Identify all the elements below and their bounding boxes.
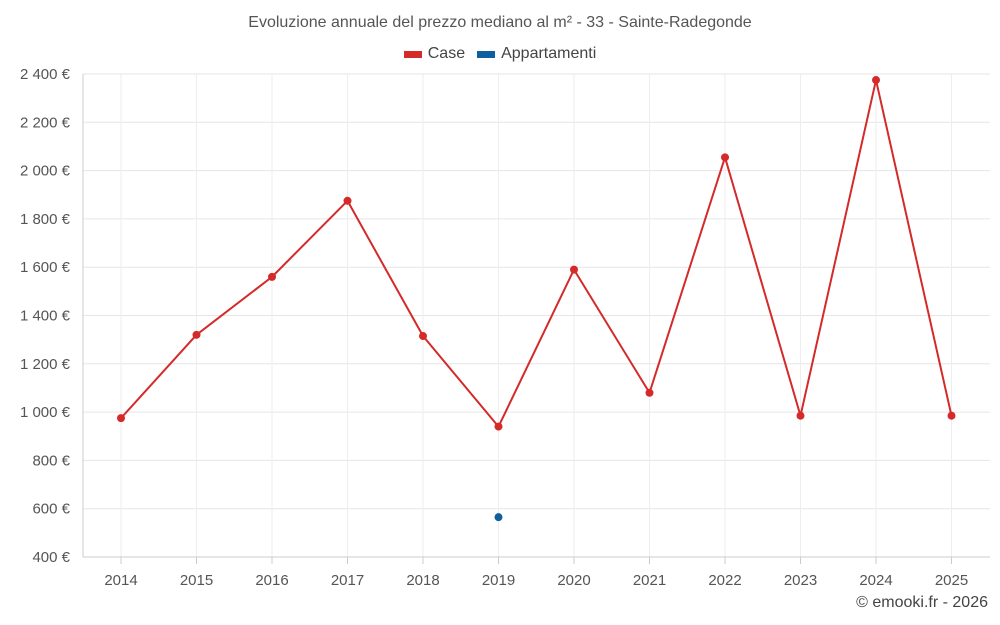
y-tick-label: 600 € (32, 501, 70, 518)
data-point-case[interactable] (947, 411, 956, 420)
x-tick-label: 2016 (255, 572, 288, 589)
data-point-case[interactable] (192, 330, 201, 339)
legend-item-case[interactable]: Case (403, 45, 466, 63)
series-line-case (120, 79, 953, 428)
x-tick-label: 2018 (406, 572, 439, 589)
data-point-case[interactable] (419, 332, 427, 341)
x-tick-label: 2017 (331, 572, 364, 589)
data-point-case[interactable] (268, 272, 276, 281)
x-tick-label: 2022 (708, 572, 741, 589)
legend-item-appartamenti[interactable]: Appartamenti (477, 45, 596, 63)
x-tick-label: 2023 (784, 572, 817, 589)
data-point-case[interactable] (494, 422, 503, 431)
y-tick-label: 1 000 € (20, 404, 71, 421)
x-tick-label: 2021 (633, 572, 666, 589)
y-tick-label: 2 400 € (20, 66, 71, 83)
y-tick-label: 800 € (32, 452, 70, 469)
footer-credit: © emooki.fr - 2026 (856, 594, 988, 611)
legend-swatch-case (403, 50, 422, 58)
y-tick-label: 2 000 € (20, 163, 71, 180)
data-point-case[interactable] (645, 388, 654, 397)
x-tick-label: 2020 (557, 572, 590, 589)
legend: Case Appartamenti (0, 45, 1000, 63)
legend-label-appartamenti: Appartamenti (501, 45, 597, 62)
data-point-appartamenti[interactable] (494, 513, 503, 522)
x-tick-label: 2019 (482, 572, 515, 589)
data-point-case[interactable] (872, 76, 880, 85)
data-point-case[interactable] (796, 411, 805, 420)
y-tick-label: 400 € (32, 549, 70, 566)
data-point-case[interactable] (721, 153, 729, 162)
y-tick-label: 2 200 € (20, 114, 71, 131)
chart-title: Evoluzione annuale del prezzo mediano al… (248, 14, 752, 31)
x-tick-label: 2015 (180, 572, 213, 589)
data-point-case[interactable] (117, 414, 125, 423)
x-tick-label: 2024 (859, 572, 892, 589)
y-tick-label: 1 400 € (20, 308, 71, 325)
legend-label-case: Case (427, 45, 466, 62)
y-tick-label: 1 200 € (20, 356, 71, 373)
x-tick-label: 2014 (104, 572, 137, 589)
data-point-case[interactable] (343, 196, 352, 205)
data-point-case[interactable] (570, 265, 578, 274)
x-tick-label: 2025 (935, 572, 968, 589)
y-tick-label: 1 800 € (20, 211, 71, 228)
y-tick-label: 1 600 € (20, 259, 71, 276)
legend-swatch-appartamenti (477, 50, 496, 58)
